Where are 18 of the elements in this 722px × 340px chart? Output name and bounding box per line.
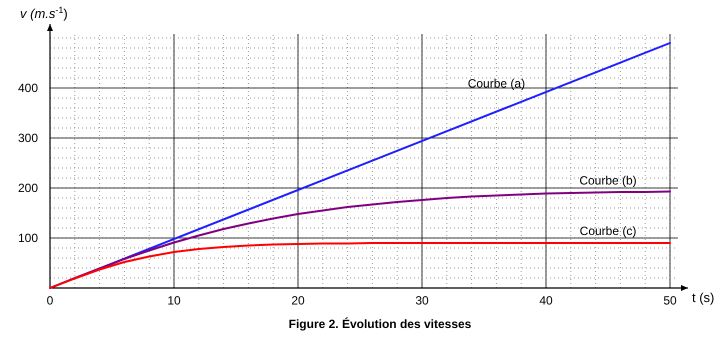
x-tick-label: 10: [167, 294, 181, 308]
series-label: Courbe (c): [580, 224, 636, 238]
x-tick-label: 0: [46, 294, 54, 308]
y-tick-label: 400: [18, 80, 38, 95]
y-tick-label: 100: [18, 230, 38, 245]
x-tick-label: 40: [539, 294, 553, 308]
x-tick-label: 30: [415, 294, 429, 308]
line-series: [49, 190, 671, 289]
y-tick-label: 200: [18, 180, 38, 195]
line-series: [49, 242, 671, 289]
y-tick-label: 300: [18, 130, 38, 145]
series-label: Courbe (a): [468, 76, 526, 91]
text: Figure 2. Évolution des vitesses: [288, 317, 472, 331]
x-tick-label: 50: [663, 294, 677, 308]
y-axis-title: v (m.s$^{-1}$): [20, 5, 68, 21]
series-label: Courbe (b): [579, 173, 637, 188]
x-tick-label: 20: [291, 294, 305, 308]
x-axis-title: t (s): [692, 290, 714, 305]
